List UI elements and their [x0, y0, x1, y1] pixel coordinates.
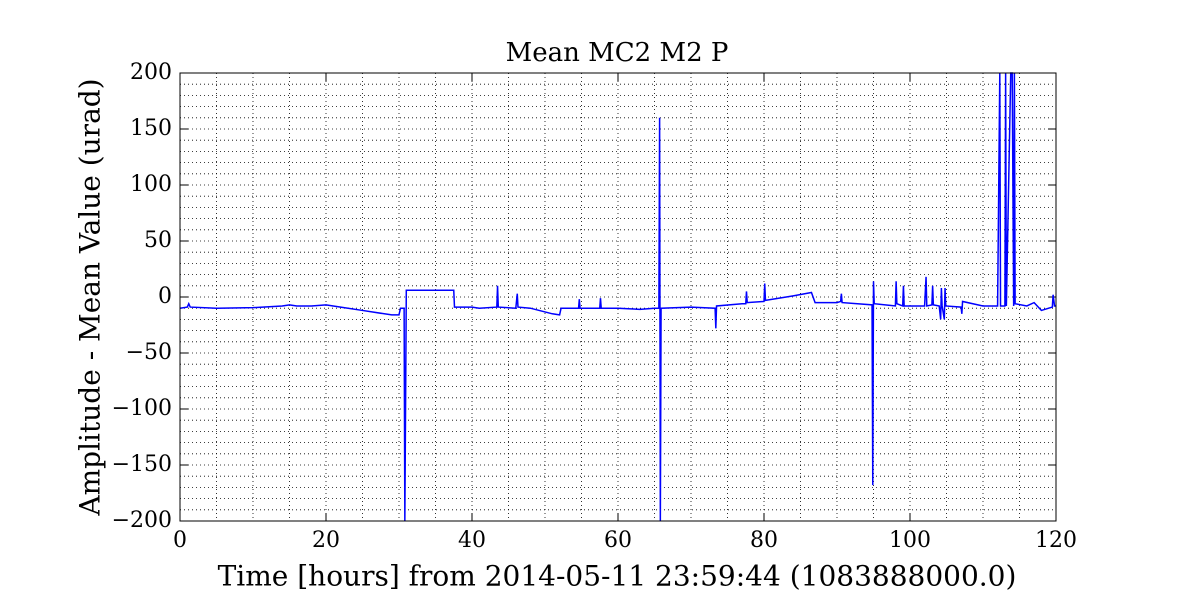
- x-tick-label: 120: [1035, 528, 1077, 553]
- y-tick-label: −100: [112, 396, 172, 421]
- y-tick-label: −50: [126, 340, 172, 365]
- x-tick-label: 80: [750, 528, 778, 553]
- y-tick-label: 0: [158, 284, 172, 309]
- chart-title: Mean MC2 M2 P: [506, 38, 729, 68]
- y-tick-label: −150: [112, 452, 172, 477]
- plot-frame: [179, 72, 1057, 522]
- y-tick-label: 50: [144, 228, 172, 253]
- y-tick-label: 100: [130, 172, 172, 197]
- x-tick-label: 0: [173, 528, 187, 553]
- x-tick-label: 40: [458, 528, 486, 553]
- data-line: [179, 72, 1056, 522]
- x-tick-label: 60: [604, 528, 632, 553]
- x-axis-label: Time [hours] from 2014-05-11 23:59:44 (1…: [218, 560, 1017, 593]
- x-tick-label: 20: [312, 528, 340, 553]
- x-tick-label: 100: [889, 528, 931, 553]
- y-axis-label: Amplitude - Mean Value (urad): [74, 78, 107, 516]
- y-tick-label: 200: [130, 60, 172, 85]
- y-tick-label: −200: [112, 508, 172, 533]
- y-tick-label: 150: [130, 116, 172, 141]
